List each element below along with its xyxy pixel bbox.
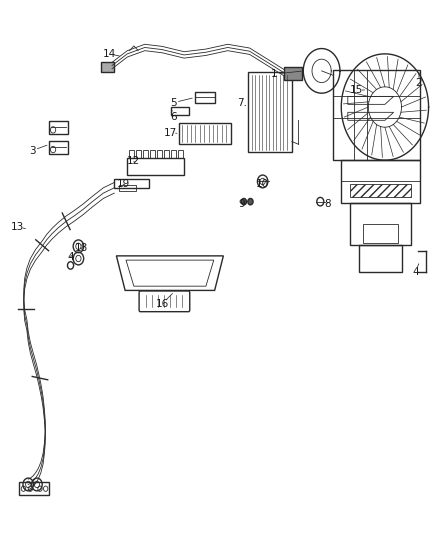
Text: 15: 15 — [350, 85, 363, 95]
Polygon shape — [285, 67, 302, 80]
Bar — [144, 150, 148, 158]
Bar — [130, 150, 134, 158]
Text: 4: 4 — [412, 267, 419, 277]
Text: 5: 5 — [170, 98, 177, 108]
Text: 9: 9 — [239, 199, 245, 209]
Text: 19: 19 — [117, 179, 130, 189]
Bar — [248, 72, 292, 152]
Text: 13: 13 — [11, 222, 24, 232]
Text: 3: 3 — [29, 146, 35, 156]
Text: 4: 4 — [67, 252, 74, 262]
Text: 1: 1 — [271, 69, 278, 79]
Circle shape — [248, 198, 253, 205]
Bar — [179, 123, 231, 144]
Text: 8: 8 — [324, 199, 331, 209]
Text: 2: 2 — [416, 78, 422, 88]
Bar — [171, 150, 176, 158]
Text: 16: 16 — [155, 298, 169, 309]
Bar — [150, 150, 155, 158]
Polygon shape — [101, 62, 114, 72]
Bar — [164, 150, 169, 158]
Bar — [178, 150, 183, 158]
Text: 12: 12 — [127, 156, 141, 166]
Bar — [137, 150, 141, 158]
Bar — [127, 158, 184, 175]
Bar — [157, 150, 162, 158]
Text: 17: 17 — [163, 127, 177, 138]
Text: 10: 10 — [256, 179, 269, 189]
Text: 14: 14 — [102, 49, 116, 59]
Text: 6: 6 — [170, 111, 177, 122]
Bar — [350, 184, 411, 197]
Text: 7: 7 — [237, 98, 243, 108]
Circle shape — [241, 198, 247, 205]
Text: 18: 18 — [75, 243, 88, 253]
